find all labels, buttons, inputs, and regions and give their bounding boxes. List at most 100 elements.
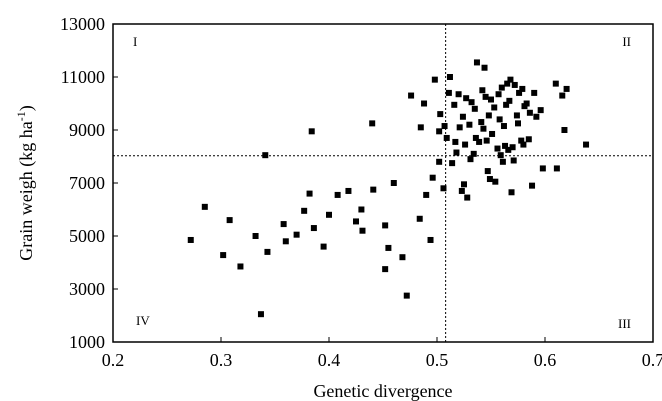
data-point <box>310 225 317 232</box>
data-point <box>282 238 289 245</box>
data-point <box>382 222 389 229</box>
data-point <box>370 186 377 193</box>
data-point <box>416 215 423 222</box>
data-point <box>472 134 479 141</box>
data-point <box>467 156 474 163</box>
x-tick-label: 0.2 <box>102 350 125 370</box>
data-point <box>345 187 352 194</box>
data-point <box>308 128 315 135</box>
data-point <box>515 120 521 127</box>
data-point <box>494 145 501 152</box>
y-tick-label: 1000 <box>69 332 105 352</box>
data-point <box>505 146 512 153</box>
y-tick-label: 7000 <box>69 173 105 193</box>
data-point <box>441 123 448 130</box>
data-point <box>561 127 568 133</box>
data-point <box>526 109 533 116</box>
x-tick-label: 0.5 <box>426 350 449 370</box>
data-point <box>417 124 424 131</box>
data-point <box>359 227 366 234</box>
data-point <box>456 124 463 131</box>
data-point <box>461 181 467 188</box>
data-point <box>421 100 428 107</box>
data-point <box>403 292 410 299</box>
data-point <box>458 187 465 194</box>
data-point <box>508 189 515 196</box>
y-tick-label: 11000 <box>61 67 105 87</box>
data-point <box>427 236 434 243</box>
data-point <box>187 236 194 243</box>
data-point <box>485 112 492 119</box>
data-point <box>492 178 499 185</box>
data-point <box>470 150 477 157</box>
data-point <box>539 165 546 172</box>
y-axis-title: Grain weigh (kg ha-1) <box>14 105 37 260</box>
data-point <box>537 107 544 114</box>
data-point <box>436 158 443 165</box>
data-point <box>520 141 527 148</box>
data-point <box>509 144 516 151</box>
data-point <box>498 84 505 91</box>
quadrant-label: III <box>618 316 631 331</box>
data-point <box>443 134 450 141</box>
data-point <box>201 203 208 210</box>
x-tick-label: 0.6 <box>534 350 557 370</box>
quadrant-label: II <box>622 34 631 49</box>
data-point <box>495 91 502 98</box>
data-point <box>553 165 560 172</box>
data-point <box>301 207 308 214</box>
data-point <box>497 152 504 159</box>
data-point <box>453 149 460 156</box>
data-point <box>481 64 488 71</box>
reference-lines <box>113 24 653 342</box>
data-point <box>264 248 271 255</box>
data-point <box>320 243 327 250</box>
data-point <box>429 174 436 181</box>
data-point <box>326 211 332 218</box>
data-point <box>446 74 453 80</box>
quadrant-label: I <box>133 34 137 49</box>
data-point <box>358 206 365 213</box>
data-point <box>491 104 498 111</box>
data-point <box>399 254 406 261</box>
data-point <box>306 190 313 197</box>
y-axis-title-main: Grain weigh (kg ha <box>16 121 37 260</box>
data-point <box>504 80 511 87</box>
data-point <box>503 101 510 108</box>
data-point <box>459 113 466 120</box>
data-point <box>440 185 447 192</box>
data-point <box>385 244 392 251</box>
y-axis-title-close: ) <box>16 105 37 111</box>
data-point <box>482 93 489 100</box>
data-point <box>252 233 259 239</box>
data-point <box>220 252 227 259</box>
data-point <box>280 221 287 228</box>
x-axis-ticks: 0.2 0.3 0.4 0.5 0.6 0.7 <box>102 337 662 370</box>
data-point <box>478 119 485 126</box>
data-point <box>533 113 540 120</box>
data-point <box>559 92 566 99</box>
quadrant-label: IV <box>136 313 150 328</box>
data-point <box>466 121 473 128</box>
data-point <box>531 89 538 96</box>
y-tick-label: 5000 <box>69 226 105 246</box>
data-point <box>513 112 520 119</box>
x-tick-label: 0.4 <box>318 350 341 370</box>
data-point <box>436 128 443 135</box>
data-point <box>473 59 480 66</box>
data-point <box>479 87 486 94</box>
data-point <box>452 138 459 145</box>
data-point <box>390 180 397 186</box>
y-tick-label: 13000 <box>60 14 105 34</box>
data-point <box>523 100 530 107</box>
data-point <box>507 76 514 83</box>
data-point <box>499 158 506 165</box>
data-point <box>408 92 415 99</box>
data-point <box>445 89 452 96</box>
data-point <box>488 96 494 103</box>
data-point <box>516 89 523 96</box>
data-point <box>451 101 458 108</box>
data-point <box>369 120 376 127</box>
data-point <box>484 168 491 175</box>
